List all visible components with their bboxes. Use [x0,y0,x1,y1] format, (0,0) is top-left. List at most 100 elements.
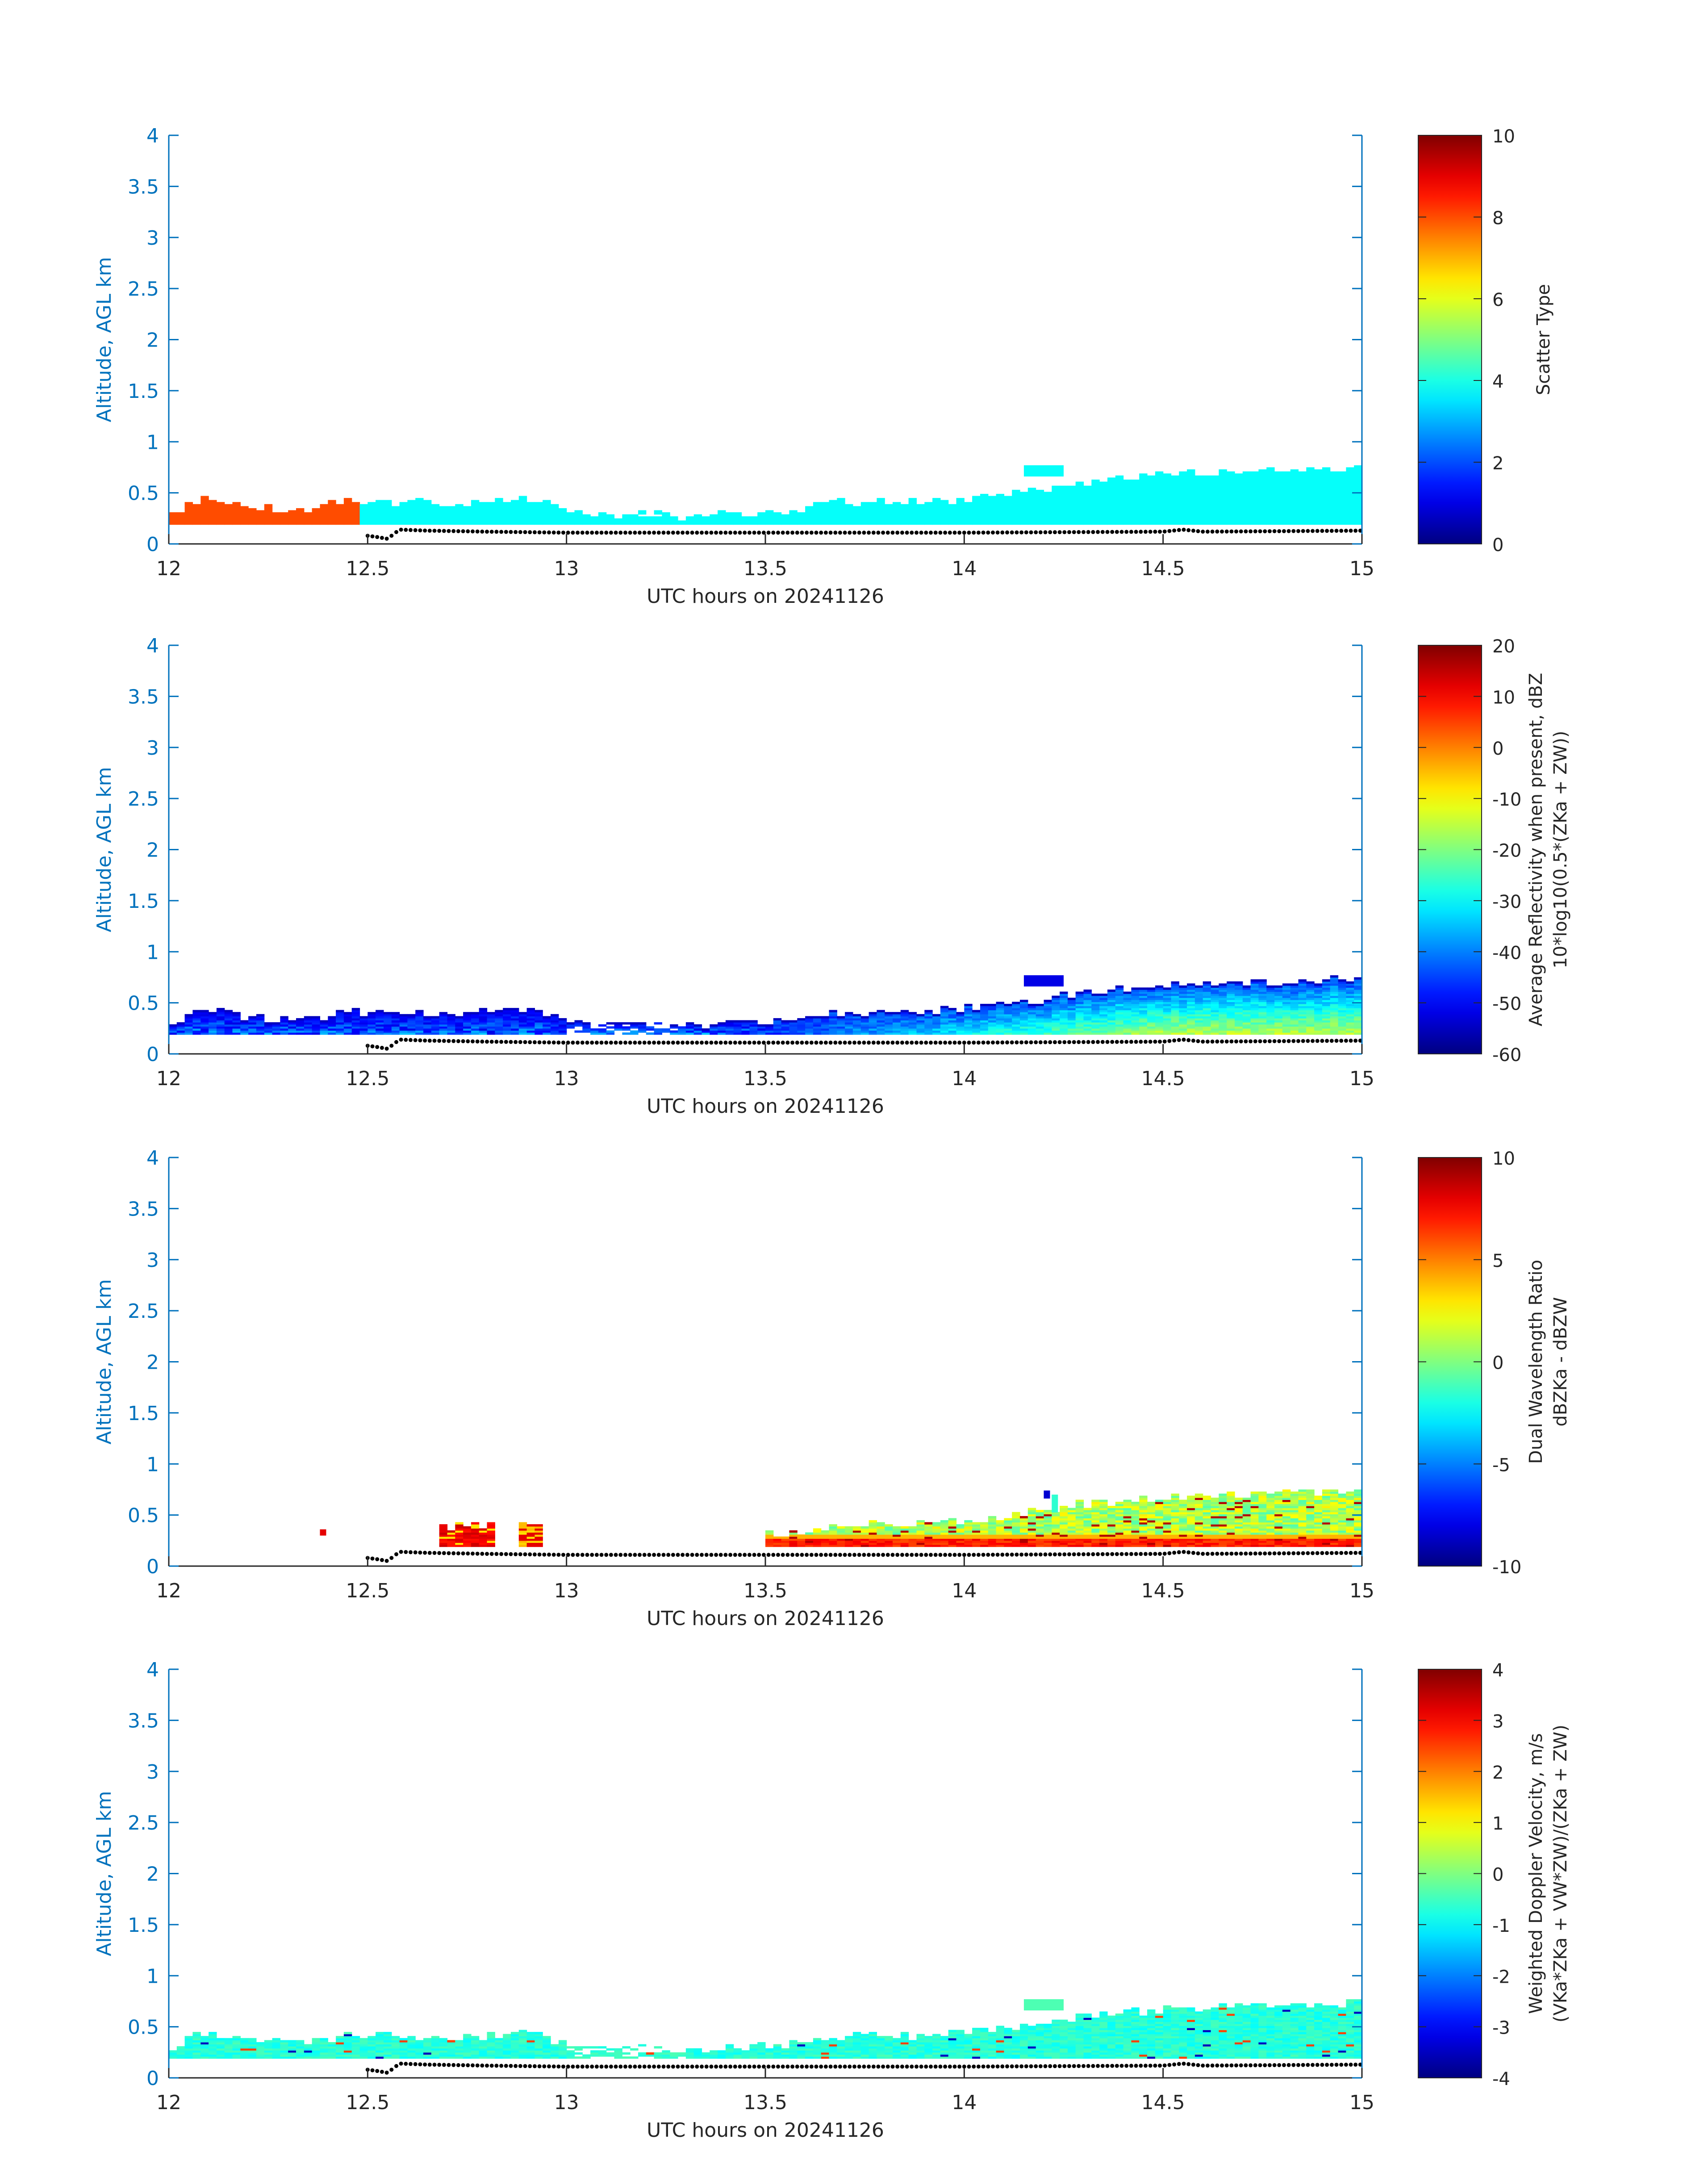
heatmap-cell [1123,995,1132,998]
heatmap-cell [1194,506,1203,509]
heatmap-cell [192,504,201,506]
ground-dot [948,531,952,535]
y-tick-label: 3.5 [128,685,159,708]
heatmap-cell [1052,1028,1060,1031]
heatmap-cell [797,1026,806,1029]
heatmap-cell [407,500,416,502]
heatmap-cell [1354,995,1362,998]
heatmap-cell [495,520,503,523]
ground-dot [738,1040,742,1045]
heatmap-cell [908,1026,917,1029]
heatmap-cell [256,514,265,517]
ground-dot [537,530,542,535]
ground-dot [972,1040,976,1045]
heatmap-cell [837,1528,845,1531]
heatmap-cell [932,516,941,519]
heatmap-cell [407,1028,416,1031]
heatmap-cell [1123,484,1132,486]
heatmap-cell [829,504,837,506]
heatmap-cell [1211,1010,1219,1012]
heatmap-cell [511,1024,519,1027]
heatmap-cell [343,1024,352,1027]
heatmap-cell [423,1028,432,1031]
ground-dot [781,1040,785,1045]
heatmap-cell [471,1528,480,1531]
heatmap-cell [1211,1020,1219,1023]
heatmap-cell [845,512,853,515]
heatmap-cell [1091,1022,1100,1025]
heatmap-cell [566,516,575,519]
heatmap-cell [1107,1026,1116,1029]
heatmap-cell [805,514,814,517]
ground-dot [709,1040,714,1045]
heatmap-cell [932,1014,941,1016]
heatmap-cell [956,1534,965,1537]
heatmap-cell [1027,489,1036,492]
heatmap-cell [1219,479,1227,482]
heatmap-cell [1036,1014,1044,1016]
heatmap-cell [359,508,368,511]
heatmap-cell [1187,1002,1195,1004]
heatmap-cell [169,1028,177,1031]
heatmap-cell [1235,989,1243,992]
heatmap-cell [248,514,257,517]
heatmap-cell [1346,496,1354,498]
heatmap-cell [1194,995,1203,998]
heatmap-cell [606,1032,615,1035]
heatmap-cell [248,1026,257,1029]
heatmap-cell [359,522,368,525]
heatmap-cell [1211,475,1219,478]
heatmap-cell [232,1024,241,1027]
heatmap-cell [343,508,352,511]
heatmap-cell [558,516,567,519]
heatmap-cell [1155,1014,1164,1016]
heatmap-cell [869,508,877,511]
heatmap-cell [670,518,678,521]
ground-dot [1077,1040,1081,1044]
heatmap-cell [1314,1028,1323,1031]
heatmap-cell [1266,987,1275,990]
heatmap-cell [1123,1022,1132,1025]
heatmap-cell [996,1028,1004,1031]
heatmap-cell [860,1032,869,1035]
heatmap-cell [1187,492,1195,494]
heatmap-cell [1219,1028,1227,1031]
heatmap-cell [940,1028,949,1031]
heatmap-cell [773,1540,782,1543]
heatmap-cell [296,516,305,519]
heatmap-cell [184,520,193,523]
heatmap-cell [1163,473,1172,476]
heatmap-cell [1163,493,1172,497]
heatmap-cell [725,1030,734,1033]
heatmap-cell [1266,502,1275,505]
heatmap-cell [526,1012,535,1015]
heatmap-cell [455,1024,464,1027]
ground-dot [604,531,609,535]
heatmap-cell [423,1020,432,1023]
heatmap-cell [924,1524,933,1527]
ground-dot [852,1040,856,1045]
heatmap-cell [447,1030,455,1033]
heatmap-cell [209,512,217,515]
heatmap-cell [988,518,997,521]
heatmap-cell [948,508,957,511]
heatmap-cell [1139,477,1148,480]
heatmap-cell [1107,999,1116,1002]
heatmap-cell [1354,496,1362,498]
heatmap-cell [1282,991,1291,994]
heatmap-cell [471,1012,480,1015]
heatmap-cell [1163,514,1172,517]
heatmap-cell [956,512,965,515]
heatmap-cell [1203,991,1211,994]
heatmap-cell [1163,510,1172,513]
heatmap-cell [1075,488,1084,490]
heatmap-cell [996,496,1004,498]
heatmap-cell [1107,489,1116,492]
heatmap-cell [1274,504,1283,506]
heatmap-cell [1067,485,1076,488]
heatmap-cell [1338,1012,1346,1015]
heatmap-cell [1330,979,1339,982]
heatmap-cell [1242,1020,1251,1023]
heatmap-cell [343,518,352,521]
